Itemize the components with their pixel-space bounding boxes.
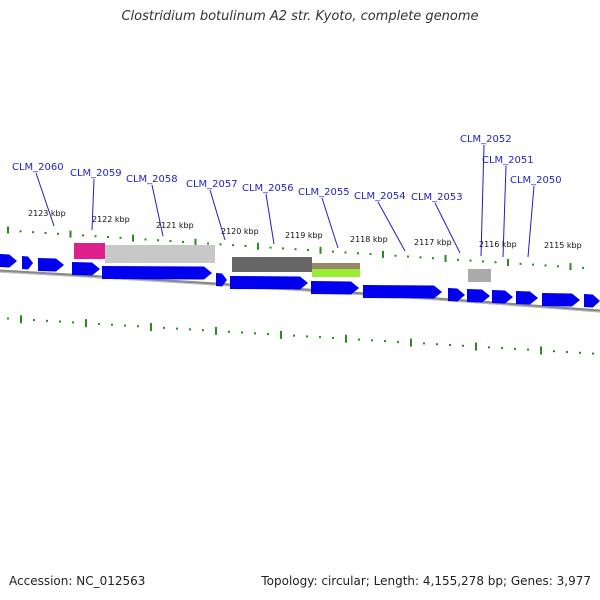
gene-label[interactable]: CLM_2051 xyxy=(482,155,534,166)
gene-label[interactable]: CLM_2052 xyxy=(460,134,512,145)
kbp-tick-label: 2116 kbp xyxy=(479,240,517,249)
gene-arrow[interactable] xyxy=(584,294,600,308)
gene-label[interactable]: CLM_2057 xyxy=(186,179,238,190)
gene-leader-line xyxy=(434,202,461,254)
gene-leader-line xyxy=(91,178,95,231)
gene-leader-line xyxy=(35,172,55,227)
gene-label[interactable]: CLM_2053 xyxy=(411,192,463,203)
gene-label[interactable]: CLM_2058 xyxy=(126,174,178,185)
gene-arrow[interactable] xyxy=(516,291,538,305)
gene-arrow[interactable] xyxy=(72,262,100,276)
map-title: Clostridium botulinum A2 str. Kyoto, com… xyxy=(121,9,479,24)
inner-tick-track xyxy=(7,315,594,355)
gene-arrow[interactable] xyxy=(102,266,212,280)
feature-tan xyxy=(312,263,360,270)
gene-label[interactable]: CLM_2050 xyxy=(510,175,562,186)
genome-backbone xyxy=(0,269,600,313)
gene-label[interactable]: CLM_2060 xyxy=(12,162,64,173)
feature-gray-small xyxy=(468,269,491,282)
gene-arrow[interactable] xyxy=(216,273,227,287)
gene-arrow[interactable] xyxy=(38,258,64,272)
kbp-tick-label: 2117 kbp xyxy=(414,238,452,247)
gene-leader-line xyxy=(480,144,485,257)
leader-lines xyxy=(35,144,535,258)
gene-label[interactable]: CLM_2056 xyxy=(242,183,294,194)
kbp-scale-labels: 2123 kbp 2122 kbp 2121 kbp 2120 kbp 2119 kbp… xyxy=(28,209,582,250)
gene-labels: CLM_2060 CLM_2059 CLM_2058 CLM_2057 CLM_2056… xyxy=(12,134,562,203)
outer-tick-track xyxy=(7,226,584,271)
feature-magenta xyxy=(74,243,105,259)
kbp-tick-label: 2115 kbp xyxy=(544,241,582,250)
gene-arrow[interactable] xyxy=(467,289,490,303)
gene-arrow[interactable] xyxy=(363,285,442,299)
feature-darkgray xyxy=(232,257,312,272)
gene-arrow[interactable] xyxy=(492,290,513,304)
topology-info: Topology: circular; Length: 4,155,278 bp… xyxy=(261,574,591,588)
gene-label[interactable]: CLM_2054 xyxy=(354,191,406,202)
gene-leader-line xyxy=(209,189,226,241)
kbp-tick-label: 2120 kbp xyxy=(221,227,259,236)
kbp-tick-label: 2122 kbp xyxy=(92,215,130,224)
genome-backbone-highlight xyxy=(0,271,600,313)
accession-info: Accession: NC_012563 xyxy=(9,574,146,588)
kbp-tick-label: 2119 kbp xyxy=(285,231,323,240)
gene-arrow[interactable] xyxy=(230,276,308,290)
gene-leader-line xyxy=(527,185,535,258)
gene-arrow[interactable] xyxy=(22,256,33,270)
gene-arrow[interactable] xyxy=(311,281,359,295)
gene-label[interactable]: CLM_2059 xyxy=(70,168,122,179)
feature-green xyxy=(312,269,360,277)
gene-arrow[interactable] xyxy=(448,288,465,302)
gene-leader-line xyxy=(321,197,339,249)
kbp-tick-label: 2121 kbp xyxy=(156,221,194,230)
gene-leader-line xyxy=(502,165,507,258)
gene-leader-line xyxy=(377,201,406,252)
gene-arrow[interactable] xyxy=(542,293,580,307)
gene-leader-line xyxy=(265,193,275,245)
kbp-tick-label: 2118 kbp xyxy=(350,235,388,244)
gene-arrow-track xyxy=(0,254,600,308)
gene-leader-line xyxy=(151,184,164,237)
feature-track xyxy=(74,243,491,282)
gene-arrow[interactable] xyxy=(0,254,17,268)
kbp-tick-label: 2123 kbp xyxy=(28,209,66,218)
gene-label[interactable]: CLM_2055 xyxy=(298,187,350,198)
feature-lightgray xyxy=(105,245,215,263)
